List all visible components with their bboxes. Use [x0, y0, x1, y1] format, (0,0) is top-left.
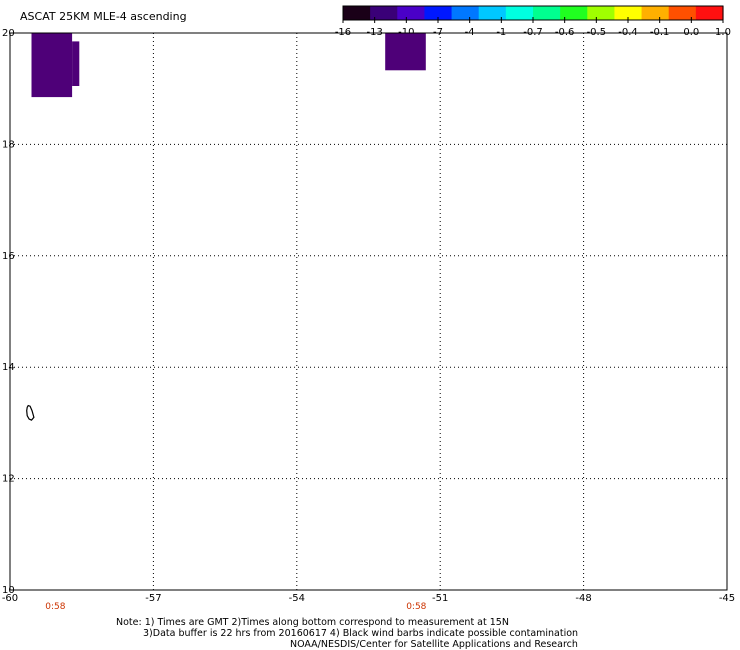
longitude-label: -60 — [2, 593, 18, 604]
swath-block — [72, 41, 80, 86]
longitude-label: -57 — [145, 593, 161, 604]
colorbar-swatches — [343, 6, 724, 20]
colorbar-swatch — [614, 6, 643, 20]
swath-data — [31, 33, 426, 98]
latitude-label: 14 — [2, 362, 15, 373]
latitude-label: 18 — [2, 139, 15, 150]
note-line-3: NOAA/NESDIS/Center for Satellite Applica… — [290, 639, 578, 650]
colorbar-swatch — [668, 6, 697, 20]
colorbar-swatch — [505, 6, 534, 20]
latitude-label: 16 — [2, 251, 15, 262]
colorbar-swatch — [641, 6, 670, 20]
map-title: ASCAT 25KM MLE-4 ascending — [20, 10, 187, 23]
colorbar-swatch — [560, 6, 588, 20]
colorbar-swatch — [424, 6, 453, 20]
longitude-label: -51 — [432, 593, 448, 604]
colorbar-swatch — [370, 6, 398, 20]
longitude-label: -45 — [719, 593, 735, 604]
colorbar-swatch — [533, 6, 561, 20]
colorbar-swatch — [695, 6, 724, 20]
barbados-coastline — [26, 404, 35, 421]
swath-time-label: 0:58 — [45, 602, 65, 612]
colorbar-ticks — [342, 17, 724, 23]
longitude-label: -48 — [575, 593, 591, 604]
latitude-label: 10 — [2, 585, 15, 596]
longitude-labels: -60 -57 -54 -51 -48 -45 — [2, 593, 735, 604]
colorbar-swatch — [397, 6, 426, 20]
colorbar-swatch — [451, 6, 480, 20]
map-frame — [9, 32, 728, 591]
latitude-labels: 20 18 16 14 12 10 — [2, 28, 15, 596]
swath-block — [31, 33, 73, 98]
longitude-label: -54 — [289, 593, 305, 604]
swath-time-labels: 0:58 0:58 — [45, 602, 426, 612]
latitude-label: 20 — [2, 28, 15, 39]
graticule-grid — [10, 33, 727, 590]
swath-block — [385, 33, 426, 71]
colorbar-swatch — [478, 6, 507, 20]
latitude-label: 12 — [2, 474, 15, 485]
colorbar-swatch — [587, 6, 616, 20]
colorbar-swatch — [343, 6, 371, 20]
note-line-1: Note: 1) Times are GMT 2)Times along bot… — [116, 617, 509, 628]
swath-time-label: 0:58 — [406, 602, 426, 612]
note-line-2: 3)Data buffer is 22 hrs from 20160617 4)… — [143, 628, 578, 639]
